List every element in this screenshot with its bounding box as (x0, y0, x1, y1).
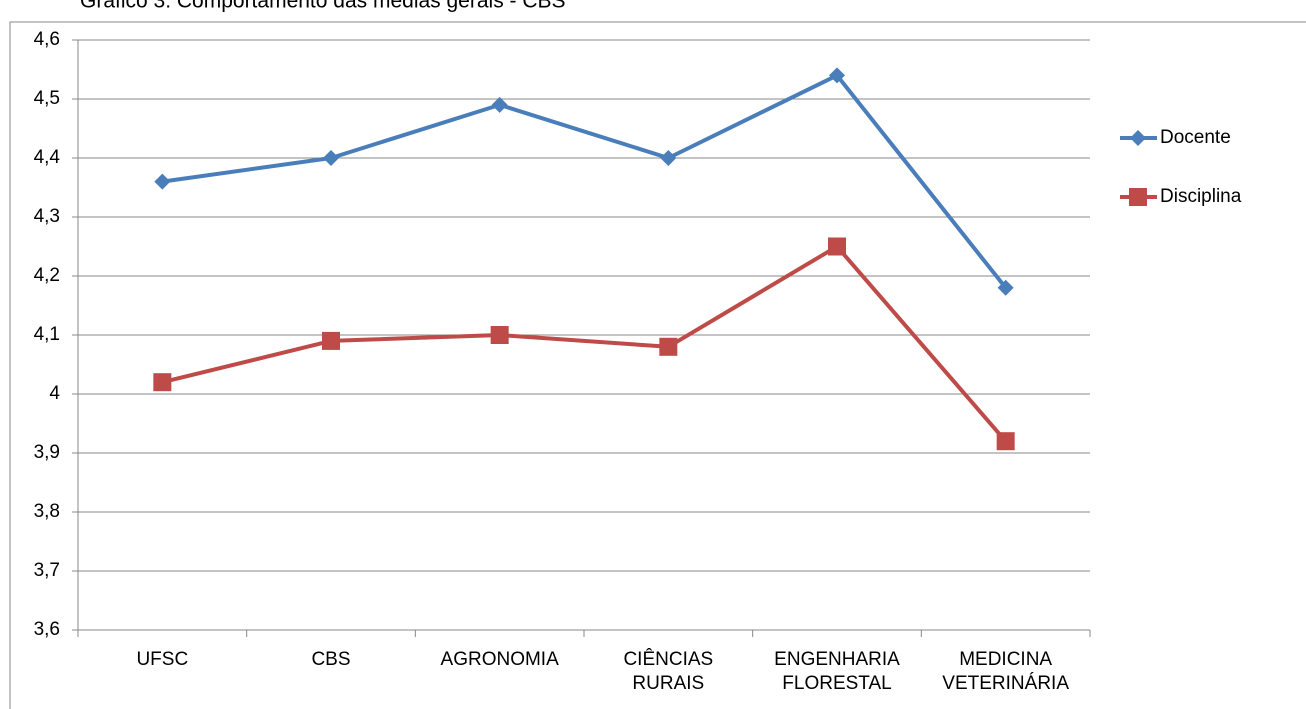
chart-title: Gráfico 3: Comportamento das médias gera… (80, 0, 566, 13)
x-tick-label: ENGENHARIA FLORESTAL (774, 649, 900, 694)
y-tick-label: 4 (49, 383, 60, 404)
data-point (829, 67, 845, 84)
data-point (323, 150, 339, 166)
x-tick-label: MEDICINA VETERINÁRIA (942, 649, 1069, 694)
y-tick-label: 3,6 (34, 619, 60, 640)
x-tick-label: CBS (311, 649, 351, 670)
x-tick-label: CIÊNCIAS RURAIS (623, 649, 714, 694)
x-tick-label: AGRONOMIA (440, 649, 559, 670)
data-point (828, 237, 846, 256)
y-tick-label: 4,1 (34, 324, 60, 345)
series-line (162, 73, 1008, 290)
y-tick-label: 3,9 (34, 442, 60, 463)
series-line (161, 244, 1008, 443)
data-point (660, 150, 677, 166)
y-tick-label: 3,8 (34, 501, 60, 522)
y-tick-label: 4,4 (34, 147, 61, 168)
y-tick-label: 3,7 (34, 560, 60, 581)
y-tick-label: 4,3 (34, 206, 60, 227)
y-tick-label: 4,6 (34, 29, 60, 50)
data-point (996, 432, 1015, 451)
x-tick-label: UFSC (136, 649, 189, 670)
legend-label: Docente (1160, 127, 1231, 148)
data-point (997, 279, 1014, 296)
y-tick-label: 4,2 (34, 265, 60, 286)
data-point (154, 173, 171, 190)
data-point (153, 373, 172, 392)
legend-marker (1130, 130, 1146, 146)
legend-marker (1129, 188, 1147, 206)
legend-label: Disciplina (1160, 186, 1242, 207)
data-point (490, 326, 509, 344)
y-tick-label: 4,5 (34, 88, 60, 109)
chart-border (9, 21, 1306, 709)
data-point (491, 96, 508, 113)
data-point (659, 337, 678, 356)
data-point (322, 331, 340, 350)
